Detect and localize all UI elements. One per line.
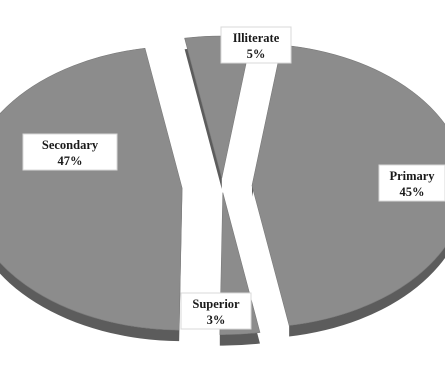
data-label-value: 47%: [58, 154, 83, 168]
data-label-illiterate: Illiterate 5%: [220, 26, 292, 64]
data-label-category: Secondary: [42, 138, 99, 152]
data-label-secondary: Secondary 47%: [22, 133, 118, 171]
data-label-box: [22, 133, 118, 171]
pie-labels: Primary 45% Superior 3% Secondary 47% Illitera…: [22, 26, 445, 330]
data-label-box: [180, 292, 252, 330]
data-label-primary: Primary 45%: [378, 164, 445, 202]
data-label-category: Primary: [389, 169, 435, 183]
pie-slices: [0, 35, 445, 335]
data-label-box: [220, 26, 292, 64]
data-label-value: 45%: [400, 185, 425, 199]
pie-slice-secondary: [0, 47, 183, 331]
data-label-value: 5%: [247, 47, 266, 61]
data-label-value: 3%: [207, 313, 226, 327]
pie-slice-primary: [251, 44, 445, 326]
data-label-box: [378, 164, 445, 202]
data-label-superior: Superior 3%: [180, 292, 252, 330]
data-label-category: Superior: [192, 297, 240, 311]
data-label-category: Illiterate: [233, 31, 280, 45]
